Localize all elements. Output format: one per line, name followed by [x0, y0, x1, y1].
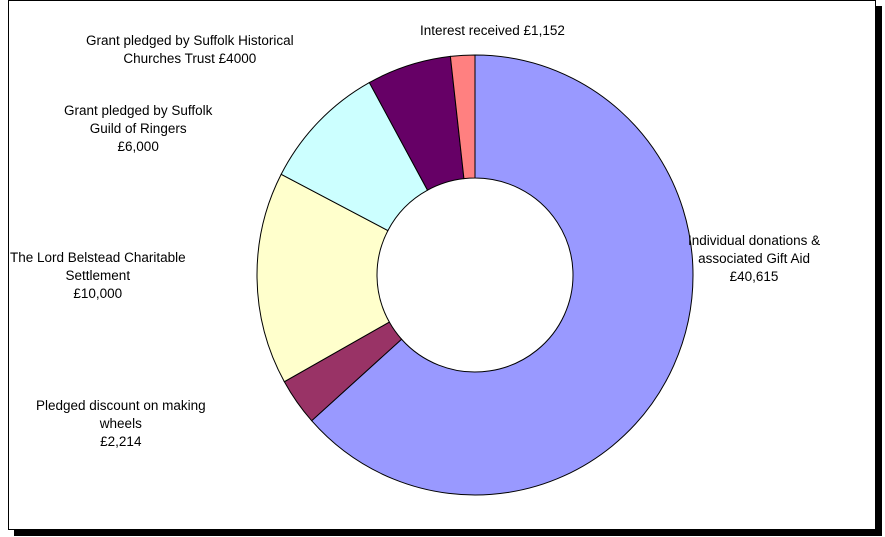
donut-slice-interest	[449, 54, 476, 180]
donut-slice-lord-belstead	[256, 173, 390, 383]
data-label-pledged-discount: Pledged discount on making wheels £2,214	[36, 398, 206, 449]
data-label-historical-churches: Grant pledged by Suffolk Historical Chur…	[86, 33, 294, 66]
data-label-interest: Interest received £1,152	[420, 23, 565, 38]
data-label-individual-donations: Individual donations & associated Gift A…	[688, 233, 821, 284]
data-label-lord-belstead: The Lord Belstead Charitable Settlement …	[10, 250, 186, 301]
donut-slice-individual-donations	[310, 54, 694, 496]
data-label-suffolk-guild: Grant pledged by Suffolk Guild of Ringer…	[64, 103, 213, 154]
